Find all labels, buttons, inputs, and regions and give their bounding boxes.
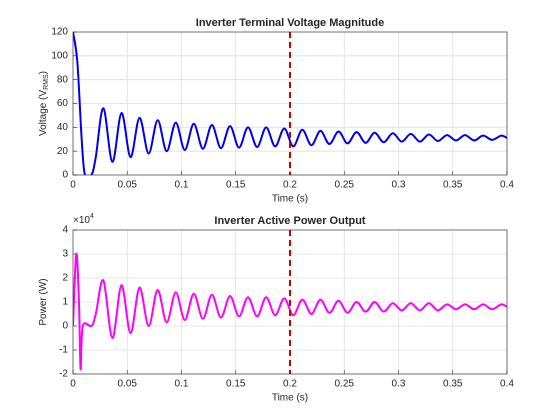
y-tick-label: 2	[62, 273, 68, 284]
axes-box	[72, 31, 508, 176]
x-tick-label: 0.35	[443, 379, 463, 390]
y-tick-label: 40	[57, 122, 69, 133]
y-tick-label: 80	[57, 74, 69, 85]
y-axis-label-text: Power (W)	[38, 278, 49, 325]
y-axis-label-text: Voltage (V	[38, 90, 49, 136]
y-axis-label: Voltage (VRMS)	[38, 71, 50, 136]
x-tick-label: 0.3	[392, 379, 406, 390]
x-tick-label: 0.35	[443, 180, 463, 191]
x-tick-label: 0.25	[335, 180, 355, 191]
x-tick-label: 0.25	[335, 379, 355, 390]
series-line	[73, 32, 507, 175]
axis-exponent: ×104	[73, 213, 94, 226]
x-tick-label: 0.1	[175, 379, 189, 390]
y-tick-label: 1	[62, 297, 68, 308]
y-tick-label: 20	[57, 146, 69, 157]
exponent-power: 4	[90, 213, 94, 220]
series-line	[73, 252, 507, 371]
x-tick-label: 0.15	[226, 379, 246, 390]
x-tick-label: 0	[70, 379, 76, 390]
y-tick-label: -1	[59, 345, 68, 356]
x-tick-label: 0.1	[175, 180, 189, 191]
x-axis-label: Time (s)	[272, 393, 308, 404]
x-tick-label: 0.4	[500, 180, 514, 191]
y-tick-label: -2	[59, 369, 68, 380]
x-axis-label: Time (s)	[272, 194, 308, 205]
y-axis-label: Power (W)	[38, 278, 49, 325]
x-tick-label: 0.3	[392, 180, 406, 191]
y-tick-label: 120	[51, 27, 68, 38]
y-axis-label-subscript: RMS	[43, 74, 50, 90]
x-tick-label: 0.15	[226, 180, 246, 191]
y-tick-label: 100	[51, 50, 68, 61]
y-axis-label-end: )	[38, 71, 49, 74]
y-tick-label: 0	[62, 170, 68, 181]
x-tick-label: 0.4	[500, 379, 514, 390]
exponent-base: ×10	[73, 215, 90, 226]
x-tick-label: 0.2	[283, 180, 297, 191]
x-tick-label: 0.2	[283, 379, 297, 390]
chart-title: Inverter Active Power Output	[214, 215, 366, 227]
y-tick-label: 60	[57, 98, 69, 109]
x-tick-label: 0.05	[118, 180, 138, 191]
y-tick-label: 3	[62, 249, 68, 260]
y-tick-label: 4	[62, 225, 68, 236]
y-tick-label: 0	[62, 321, 68, 332]
x-tick-label: 0	[70, 180, 76, 191]
x-tick-label: 0.05	[118, 379, 138, 390]
chart-title: Inverter Terminal Voltage Magnitude	[196, 17, 384, 29]
axes-box	[72, 229, 508, 375]
